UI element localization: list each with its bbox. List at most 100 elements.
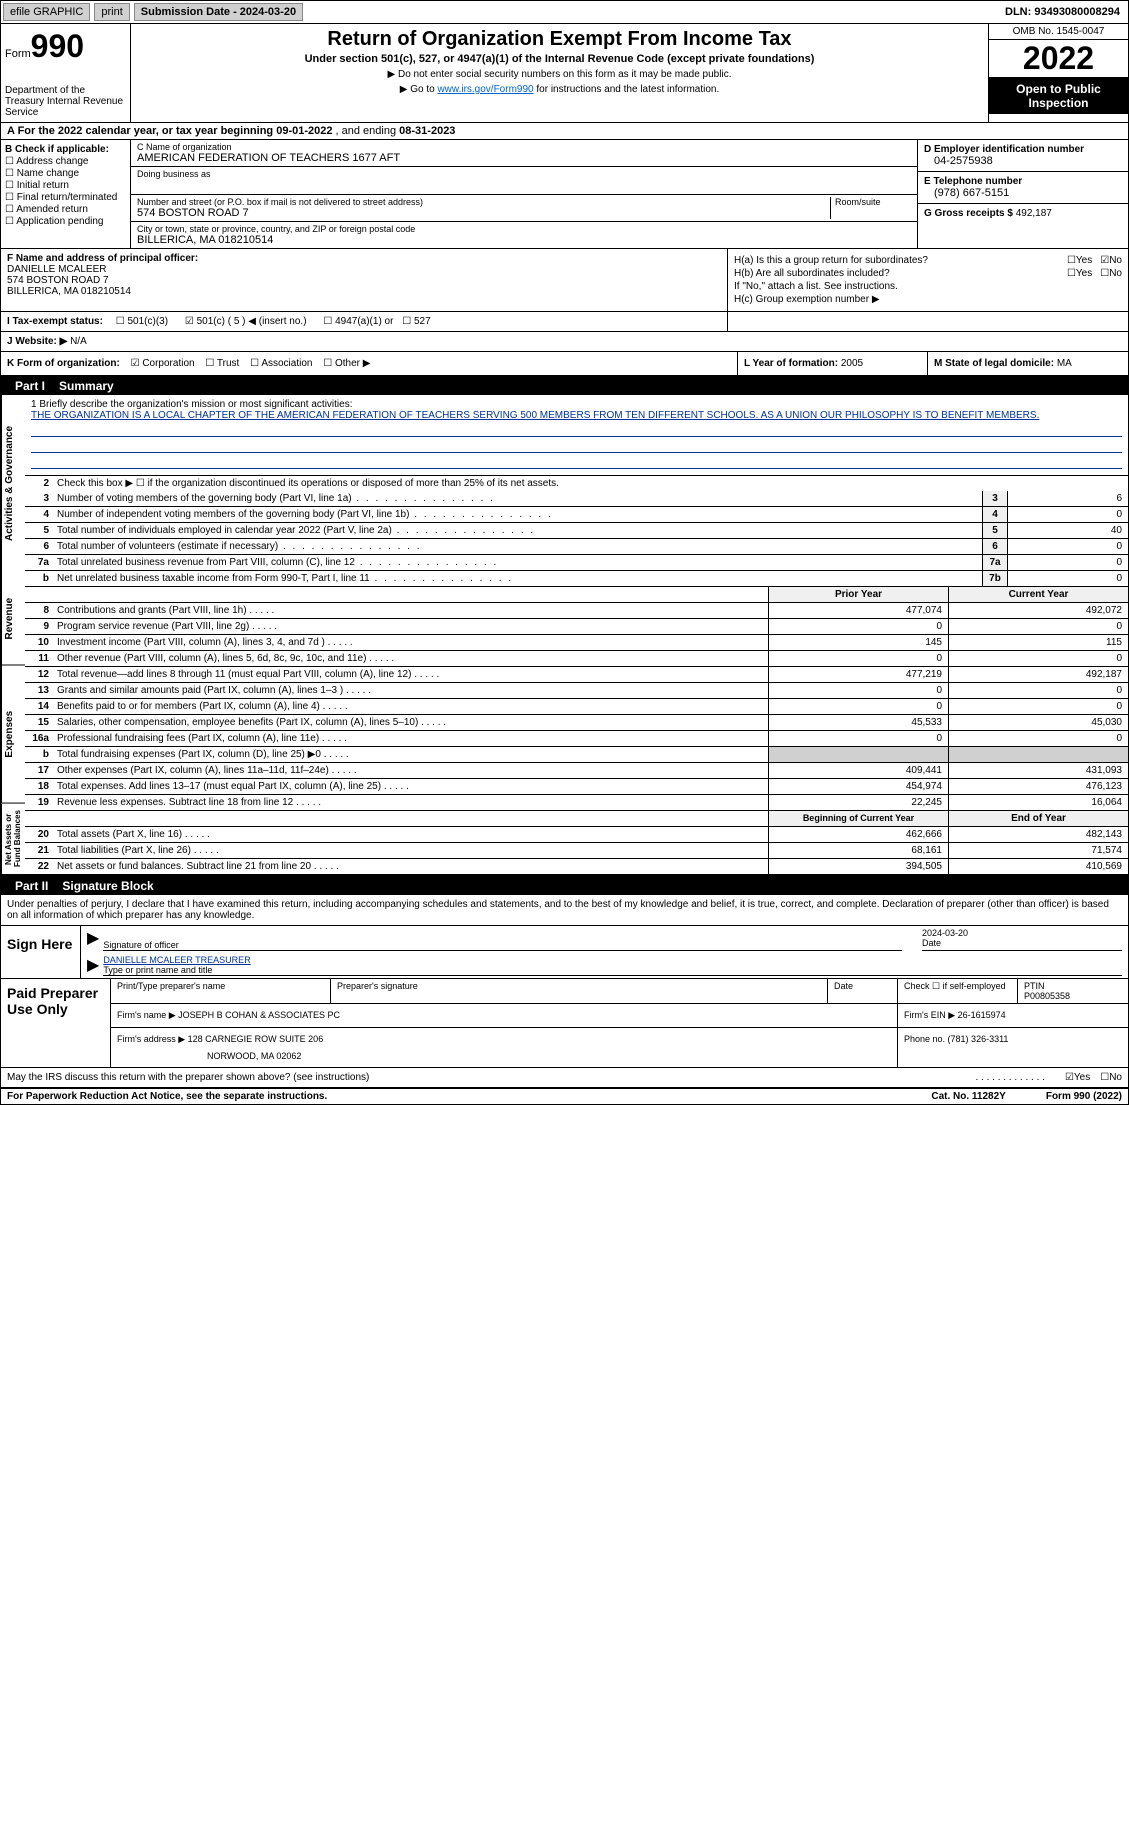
chk-app-pending[interactable]: ☐ Application pending [5,216,126,227]
rev-py: 0 [768,651,948,666]
form-number: Form990 [5,28,126,65]
discuss-q: May the IRS discuss this return with the… [7,1072,975,1083]
gl-val: 0 [1008,571,1128,586]
year-header: Prior Year Current Year [25,587,1128,603]
gl-val: 0 [1008,539,1128,554]
open-public: Open to Public Inspection [989,78,1128,114]
sig-name-row: ▶ DANIELLE MCALEER TREASURER Type or pri… [81,953,1128,978]
firm-addr: Firm's address ▶ 128 CARNEGIE ROW SUITE … [111,1028,898,1067]
exp-line-14: 14 Benefits paid to or for members (Part… [25,699,1128,715]
part2-name: Signature Block [62,879,153,893]
rev-desc: Other revenue (Part VIII, column (A), li… [53,651,768,666]
chk-address-change[interactable]: ☐ Address change [5,156,126,167]
chk-name-change-lbl: Name change [17,168,79,179]
col-f-officer: F Name and address of principal officer:… [1,249,728,311]
net-num: 21 [25,843,53,858]
tel-lbl: E Telephone number [924,176,1122,187]
row-l-lbl: L Year of formation: [744,358,841,369]
chk-name-change[interactable]: ☐ Name change [5,168,126,179]
gl-num: 4 [25,507,53,522]
addr-box: Number and street (or P.O. box if mail i… [131,195,917,222]
exp-desc: Salaries, other compensation, employee b… [53,715,768,730]
prep-line3: Firm's address ▶ 128 CARNEGIE ROW SUITE … [111,1028,1128,1067]
section-fh: F Name and address of principal officer:… [1,249,1128,312]
chk-amended-return[interactable]: ☐ Amended return [5,204,126,215]
dln: DLN: 93493080008294 [997,4,1128,20]
exp-py: 409,441 [768,763,948,778]
exp-line-b: b Total fundraising expenses (Part IX, c… [25,747,1128,763]
omb-number: OMB No. 1545-0047 [989,24,1128,40]
form-header: Form990 Department of the Treasury Inter… [1,24,1128,123]
chk-501c[interactable]: ☑ [185,316,197,327]
lbl-501c: 501(c) ( 5 ) ◀ (insert no.) [197,316,307,327]
ein-lbl: D Employer identification number [924,144,1122,155]
header-left: Form990 Department of the Treasury Inter… [1,24,131,122]
mission-box: 1 Briefly describe the organization's mi… [25,395,1128,476]
row-k-lbl: K Form of organization: [7,358,120,369]
irs-link[interactable]: www.irs.gov/Form990 [437,84,533,95]
hb-note: If "No," attach a list. See instructions… [734,281,898,292]
gross-val: 492,187 [1016,208,1052,219]
line-2-desc: Check this box ▶ ☐ if the organization d… [53,476,1128,491]
hb-no-chk[interactable]: ☐ [1100,268,1109,279]
print-button[interactable]: print [94,3,129,21]
part1-num: Part I [7,379,53,393]
firm-name: Firm's name ▶ JOSEPH B COHAN & ASSOCIATE… [111,1004,898,1027]
exp-num: 16a [25,731,53,746]
ptin-val: P00805358 [1024,991,1122,1001]
exp-cy: 431,093 [948,763,1128,778]
prep-sig-lbl: Preparer's signature [331,979,828,1003]
form-title: Return of Organization Exempt From Incom… [135,28,984,51]
prep-selfemp[interactable]: Check ☐ if self-employed [898,979,1018,1003]
col-h-group: H(a) Is this a group return for subordin… [728,249,1128,311]
h-c-line: H(c) Group exemption number ▶ [734,294,1122,305]
row-j-lbl: J Website: ▶ [7,336,70,347]
row-i: I Tax-exempt status: ☐ 501(c)(3) ☑ 501(c… [1,312,1128,332]
discuss-no: No [1109,1072,1122,1083]
discuss-no-chk[interactable]: ☐ [1100,1072,1109,1083]
rev-py: 477,219 [768,667,948,682]
ha-lbl: H(a) Is this a group return for subordin… [734,255,1067,266]
net-num: 20 [25,827,53,842]
chk-initial-return[interactable]: ☐ Initial return [5,180,126,191]
form-subtitle: Under section 501(c), 527, or 4947(a)(1)… [135,53,984,65]
chk-trust[interactable]: ☐ [205,358,217,369]
gl-num: 5 [25,523,53,538]
chk-final-return[interactable]: ☐ Final return/terminated [5,192,126,203]
rev-line-10: 10 Investment income (Part VIII, column … [25,635,1128,651]
addr-val: 574 BOSTON ROAD 7 [137,207,826,219]
chk-527[interactable]: ☐ [402,316,414,327]
hb-no: No [1109,268,1122,279]
discuss-yes-chk[interactable]: ☑ [1065,1072,1074,1083]
lbl-trust: Trust [217,358,239,369]
chk-other[interactable]: ☐ [323,358,335,369]
gl-num: 6 [25,539,53,554]
chk-corp[interactable]: ☑ [131,358,143,369]
gl-desc: Total number of individuals employed in … [53,523,982,538]
hb-yes-chk[interactable]: ☐ [1067,268,1076,279]
chk-501c3[interactable]: ☐ [116,316,128,327]
exp-num: b [25,747,53,762]
firm-name-val: JOSEPH B COHAN & ASSOCIATES PC [178,1010,340,1020]
gov-line-3: 3 Number of voting members of the govern… [25,491,1128,507]
chk-assoc[interactable]: ☐ [250,358,261,369]
lbl-other: Other ▶ [335,358,370,369]
firm-addr2-val: NORWOOD, MA 02062 [117,1045,891,1061]
footer-left: For Paperwork Reduction Act Notice, see … [7,1091,891,1102]
part2-num: Part II [7,879,56,893]
ha-yes-chk[interactable]: ☐ [1067,255,1076,266]
row-l-val: 2005 [841,358,863,369]
sig-officer-field[interactable]: Signature of officer [103,928,902,951]
discuss-yes: Yes [1074,1072,1090,1083]
sign-here-right: ▶ Signature of officer 2024-03-20 Date ▶… [81,926,1128,978]
gov-line-4: 4 Number of independent voting members o… [25,507,1128,523]
net-header: Beginning of Current Year End of Year [25,811,1128,827]
exp-num: 19 [25,795,53,810]
ha-no-chk[interactable]: ☑ [1100,255,1109,266]
exp-py: 0 [768,731,948,746]
chk-4947[interactable]: ☐ [323,316,335,327]
prep-date-lbl: Date [828,979,898,1003]
exp-line-16a: 16a Professional fundraising fees (Part … [25,731,1128,747]
efile-button[interactable]: efile GRAPHIC [3,3,90,21]
room-lbl: Room/suite [835,197,911,207]
